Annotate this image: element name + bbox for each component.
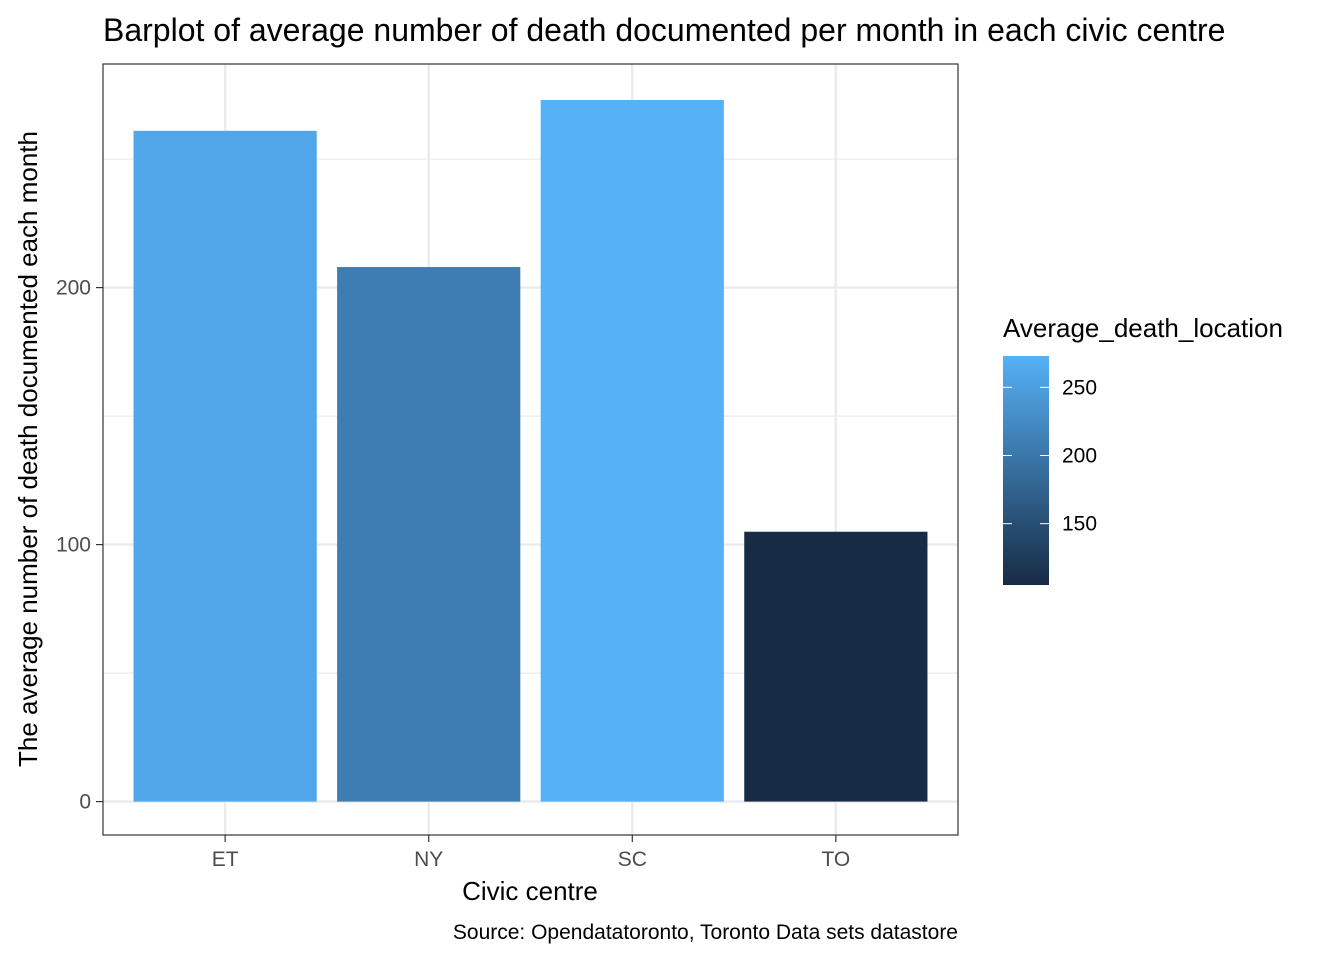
y-tick-label: 0 <box>79 791 91 814</box>
y-tick-label: 200 <box>56 277 91 300</box>
x-tick-label: TO <box>821 848 850 871</box>
bar-ny <box>337 267 521 802</box>
bar-et <box>133 130 317 802</box>
x-axis-title: Civic centre <box>462 876 598 906</box>
legend-tick-label: 250 <box>1062 376 1097 399</box>
bar-to <box>744 531 928 802</box>
legend: Average_death_location 150 200 250 <box>1003 313 1283 585</box>
legend-colorbar <box>1003 356 1049 585</box>
y-tick-label: 100 <box>56 534 91 557</box>
chart-caption: Source: Opendatatoronto, Toronto Data se… <box>453 921 958 944</box>
chart-title: Barplot of average number of death docum… <box>103 12 1225 48</box>
x-tick-label: NY <box>414 848 443 871</box>
bars <box>133 99 928 802</box>
legend-tick-label: 150 <box>1062 513 1097 536</box>
y-axis: 0 100 200 <box>56 277 103 814</box>
plot-panel <box>102 63 959 836</box>
x-axis: ET NY SC TO <box>212 835 850 871</box>
x-tick-label: ET <box>212 848 239 871</box>
legend-ticks: 150 200 250 <box>1003 376 1097 536</box>
panel-border <box>102 63 959 836</box>
bar-sc <box>540 99 724 802</box>
x-tick-label: SC <box>618 848 647 871</box>
legend-tick-label: 200 <box>1062 445 1097 468</box>
y-axis-title: The average number of death documented e… <box>13 131 43 767</box>
legend-title: Average_death_location <box>1003 313 1283 343</box>
